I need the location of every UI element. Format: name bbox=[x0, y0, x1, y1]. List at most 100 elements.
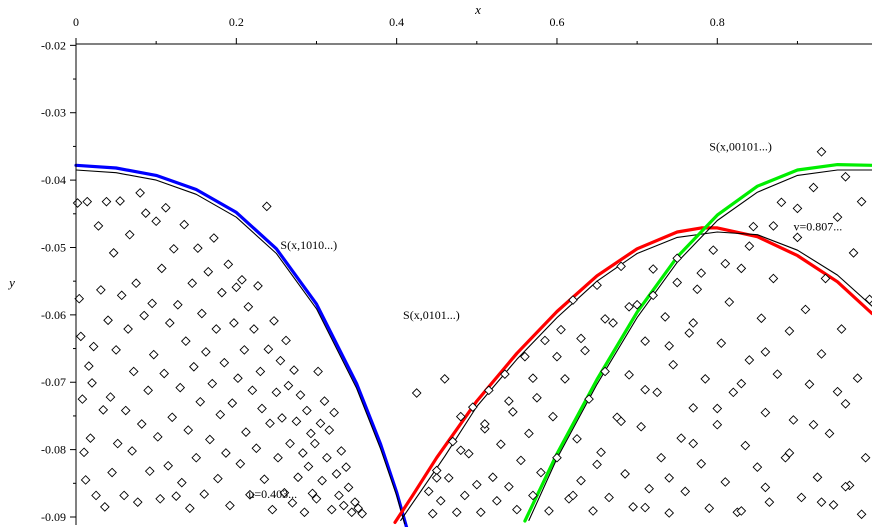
scatter-point-108 bbox=[285, 438, 295, 449]
scatter-point-2 bbox=[75, 331, 86, 342]
scatter-point-267 bbox=[479, 419, 490, 429]
scatter-point-66 bbox=[201, 347, 211, 357]
scatter-point-137 bbox=[350, 497, 360, 508]
scatter-point-42 bbox=[152, 431, 163, 442]
scatter-point-181 bbox=[584, 394, 594, 404]
scatter-point-53 bbox=[175, 382, 186, 393]
scatter-point-127 bbox=[324, 425, 335, 435]
scatter-point-132 bbox=[336, 446, 347, 456]
scatter-point-179 bbox=[576, 475, 586, 486]
scatter-point-34 bbox=[136, 419, 147, 429]
scatter-point-36 bbox=[140, 208, 151, 218]
scatter-point-215 bbox=[720, 477, 731, 487]
scatter-point-87 bbox=[243, 301, 254, 312]
scatter-point-5 bbox=[80, 475, 91, 485]
scatter-point-170 bbox=[540, 335, 550, 346]
scatter-point-50 bbox=[168, 243, 179, 254]
scatter-point-235 bbox=[800, 304, 811, 315]
scatter-point-164 bbox=[516, 455, 526, 466]
scatter-point-284 bbox=[784, 448, 795, 458]
scatter-point-123 bbox=[315, 418, 326, 429]
scatter-point-117 bbox=[303, 461, 314, 472]
scatter-point-19 bbox=[107, 467, 117, 478]
scatter-point-193 bbox=[632, 299, 642, 310]
scatter-point-114 bbox=[298, 448, 308, 458]
scatter-point-122 bbox=[313, 366, 323, 377]
scatter-point-234 bbox=[796, 492, 807, 503]
scatter-point-94 bbox=[257, 403, 267, 414]
scatter-point-211 bbox=[704, 503, 715, 514]
scatter-point-208 bbox=[692, 284, 703, 295]
scatter-point-74 bbox=[217, 287, 227, 298]
scatter-point-183 bbox=[592, 280, 602, 291]
scatter-point-136 bbox=[346, 507, 357, 518]
x-tick-label-3: 0.6 bbox=[549, 15, 564, 29]
scatter-point-220 bbox=[740, 440, 751, 451]
scatter-point-69 bbox=[207, 378, 218, 389]
y-tick-label-1: -0.03 bbox=[41, 106, 66, 120]
scatter-point-98 bbox=[265, 418, 275, 429]
scatter-point-26 bbox=[120, 405, 131, 416]
annotation-4: u=0.403... bbox=[248, 487, 297, 501]
scatter-point-163 bbox=[512, 504, 522, 515]
scatter-point-131 bbox=[334, 490, 344, 501]
scatter-point-40 bbox=[148, 349, 159, 360]
scatter-point-134 bbox=[341, 462, 351, 472]
scatter-point-28 bbox=[124, 229, 135, 240]
scatter-point-225 bbox=[760, 407, 771, 418]
scatter-point-106 bbox=[281, 335, 291, 346]
scatter-point-239 bbox=[816, 349, 827, 359]
scatter-point-107 bbox=[283, 380, 294, 391]
scatter-point-174 bbox=[556, 324, 566, 335]
scatter-point-161 bbox=[504, 481, 514, 492]
scatter-point-62 bbox=[193, 243, 203, 253]
scatter-point-73 bbox=[215, 409, 226, 420]
curve-series-0 bbox=[74, 163, 409, 527]
scatter-point-61 bbox=[191, 452, 202, 463]
scatter-point-68 bbox=[205, 434, 215, 445]
scatter-point-184 bbox=[596, 447, 606, 458]
scatter-point-277 bbox=[736, 378, 747, 389]
scatter-point-63 bbox=[195, 396, 206, 407]
scatter-point-59 bbox=[187, 278, 198, 289]
scatter-point-166 bbox=[524, 428, 534, 439]
y-tick-label-7: -0.09 bbox=[41, 510, 66, 524]
scatter-point-47 bbox=[163, 460, 174, 471]
scatter-point-238 bbox=[812, 472, 823, 483]
scatter-point-150 bbox=[459, 490, 470, 501]
scatter-point-257 bbox=[720, 258, 731, 269]
scatter-point-219 bbox=[736, 263, 747, 274]
scatter-point-281 bbox=[640, 502, 650, 513]
scatter-point-72 bbox=[213, 473, 223, 484]
scatter-point-232 bbox=[788, 415, 799, 425]
curve-series-2 bbox=[393, 226, 872, 525]
scatter-point-151 bbox=[463, 448, 474, 459]
scatter-point-231 bbox=[784, 326, 795, 336]
scatter-point-135 bbox=[343, 482, 354, 493]
scatter-point-172 bbox=[548, 411, 558, 422]
scatter-point-128 bbox=[326, 504, 337, 515]
scatter-point-217 bbox=[728, 387, 739, 398]
scatter-point-82 bbox=[233, 373, 243, 384]
scatter-point-216 bbox=[724, 297, 735, 307]
scatter-point-255 bbox=[768, 221, 779, 231]
scatter-point-245 bbox=[840, 398, 851, 409]
scatter-point-236 bbox=[804, 379, 815, 390]
scatter-point-274 bbox=[592, 459, 602, 470]
scatter-point-9 bbox=[87, 378, 97, 388]
scatter-point-97 bbox=[263, 344, 274, 355]
scatter-point-206 bbox=[684, 328, 695, 338]
scatter-point-60 bbox=[189, 361, 199, 372]
scatter-point-242 bbox=[828, 500, 839, 510]
scatter-point-228 bbox=[772, 369, 783, 379]
scatter-point-256 bbox=[744, 241, 755, 251]
scatter-point-67 bbox=[203, 266, 214, 277]
scatter-point-0 bbox=[72, 198, 83, 208]
scatter-point-15 bbox=[100, 502, 110, 512]
scatter-point-125 bbox=[319, 396, 330, 406]
scatter-point-52 bbox=[172, 299, 183, 310]
scatter-point-158 bbox=[492, 495, 502, 506]
scatter-point-92 bbox=[253, 281, 263, 291]
scatter-point-35 bbox=[139, 310, 149, 321]
